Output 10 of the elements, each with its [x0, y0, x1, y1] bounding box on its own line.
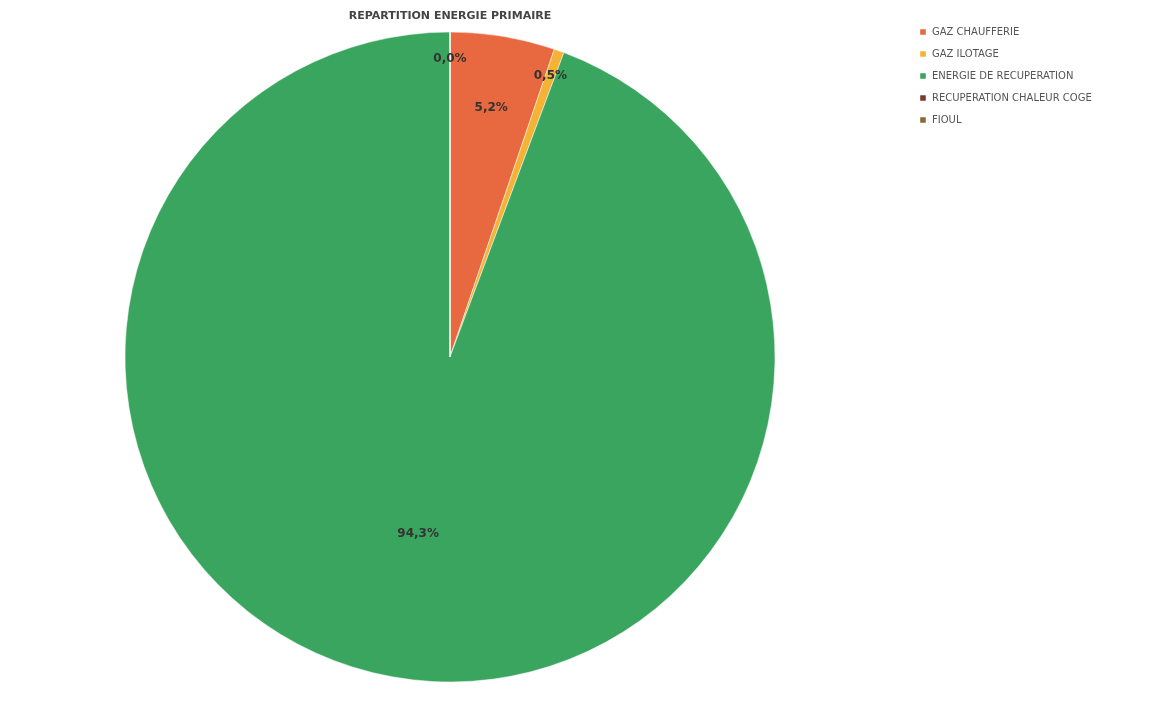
legend-label: GAZ CHAUFFERIE: [932, 26, 1020, 37]
data-label: 5,2%: [474, 99, 508, 114]
data-label: 94,3%: [397, 525, 439, 540]
legend-label: FIOUL: [932, 114, 962, 125]
pie-slice: [124, 31, 775, 682]
text: 0,0%: [433, 51, 467, 65]
legend-label: ENERGIE DE RECUPERATION: [932, 70, 1074, 81]
chart-title: REPARTITION ENERGIE PRIMAIRE: [348, 9, 552, 22]
legend-label: GAZ ILOTAGE: [932, 48, 999, 59]
legend-label: RECUPERATION CHALEUR COGE: [932, 92, 1092, 103]
